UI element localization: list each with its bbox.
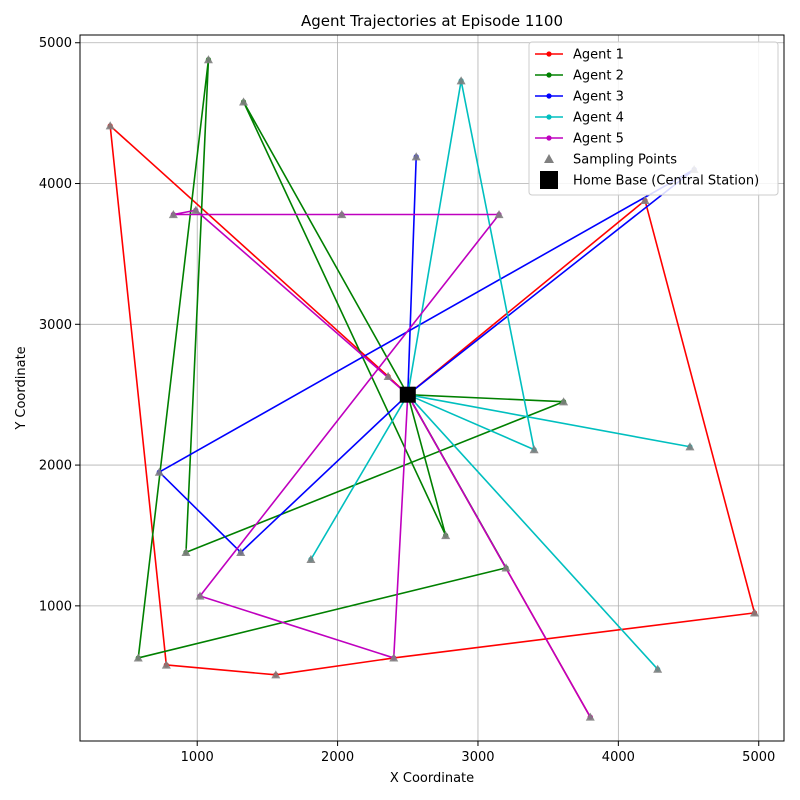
legend-entry-agent-5: Agent 5 xyxy=(535,132,624,147)
x-tick-label: 5000 xyxy=(742,750,775,765)
sampling-point-marker xyxy=(411,152,421,161)
axis-ticks: 1000 2000 3000 4000 5000 1000 2000 3000 4000 5000 xyxy=(39,36,775,765)
legend-label: Agent 5 xyxy=(573,132,624,147)
sampling-point-marker xyxy=(441,530,451,540)
sampling-point-marker xyxy=(383,371,393,380)
legend-marker xyxy=(546,51,552,57)
sampling-point-marker xyxy=(133,653,143,662)
trajectory-line xyxy=(172,209,592,718)
legend-entry-agent-4: Agent 4 xyxy=(535,111,624,126)
x-tick-label: 2000 xyxy=(321,750,354,765)
sampling-points xyxy=(105,55,760,721)
sampling-point-marker xyxy=(494,209,504,219)
y-tick-label: 3000 xyxy=(39,318,72,333)
home-base-marker xyxy=(399,386,416,403)
sampling-point-marker xyxy=(236,547,246,556)
legend-marker xyxy=(544,154,554,163)
legend-label: Agent 1 xyxy=(573,48,624,63)
sampling-point-marker xyxy=(456,76,466,85)
sampling-point-marker xyxy=(239,97,249,106)
sampling-point-marker xyxy=(585,712,595,721)
legend-entry-agent-1: Agent 1 xyxy=(535,48,624,63)
legend-label: Agent 4 xyxy=(573,111,624,126)
trajectory-line xyxy=(137,58,565,659)
sampling-point-marker xyxy=(271,670,281,679)
y-tick-label: 1000 xyxy=(39,599,72,614)
sampling-point-marker xyxy=(154,467,164,476)
x-tick-label: 1000 xyxy=(181,750,214,765)
trajectory-line xyxy=(310,79,691,671)
legend-marker xyxy=(546,135,552,141)
legend-marker xyxy=(546,72,552,78)
sampling-point-marker xyxy=(501,563,511,572)
sampling-point-marker xyxy=(191,205,201,214)
sampling-point-marker xyxy=(337,209,347,219)
plot-area xyxy=(105,55,760,721)
sampling-point-marker xyxy=(168,209,178,219)
sampling-point-marker xyxy=(640,195,650,205)
sampling-point-marker xyxy=(529,445,539,454)
sampling-point-marker xyxy=(161,660,171,669)
sampling-point-marker xyxy=(685,442,695,451)
legend-label: Agent 3 xyxy=(573,90,624,105)
sampling-point-marker xyxy=(105,121,115,130)
x-tick-label: 4000 xyxy=(602,750,635,765)
legend-marker xyxy=(540,171,558,189)
legend-label: Agent 2 xyxy=(573,69,624,84)
legend: Agent 1 Agent 2 Agent 3 Agent 4 Agent 5 Sampl… xyxy=(528,41,779,196)
legend-box xyxy=(528,41,779,196)
sampling-point-marker xyxy=(653,664,663,673)
sampling-point-marker xyxy=(559,397,569,406)
sampling-point-marker xyxy=(181,547,191,556)
legend-marker xyxy=(546,93,552,99)
legend-entry-agent-2: Agent 2 xyxy=(535,69,624,84)
sampling-point-marker xyxy=(750,608,760,617)
legend-marker xyxy=(546,114,552,120)
y-axis-label: Y Coordinate xyxy=(14,346,29,430)
legend-label: Home Base (Central Station) xyxy=(573,174,759,189)
x-axis-label: X Coordinate xyxy=(390,771,474,786)
y-tick-label: 5000 xyxy=(39,36,72,51)
sampling-point-marker xyxy=(203,55,213,64)
legend-entry-home-base: Home Base (Central Station) xyxy=(540,171,759,189)
sampling-point-marker xyxy=(195,591,205,600)
y-tick-label: 2000 xyxy=(39,459,72,474)
sampling-point-marker xyxy=(389,653,399,662)
legend-entry-sampling-points: Sampling Points xyxy=(544,153,677,168)
x-tick-label: 3000 xyxy=(461,750,494,765)
axes-frame xyxy=(79,34,785,742)
chart-title: Agent Trajectories at Episode 1100 xyxy=(301,12,563,30)
y-tick-label: 4000 xyxy=(39,177,72,192)
sampling-point-marker xyxy=(306,554,316,563)
legend-label: Sampling Points xyxy=(573,153,677,168)
legend-entry-agent-3: Agent 3 xyxy=(535,90,624,105)
